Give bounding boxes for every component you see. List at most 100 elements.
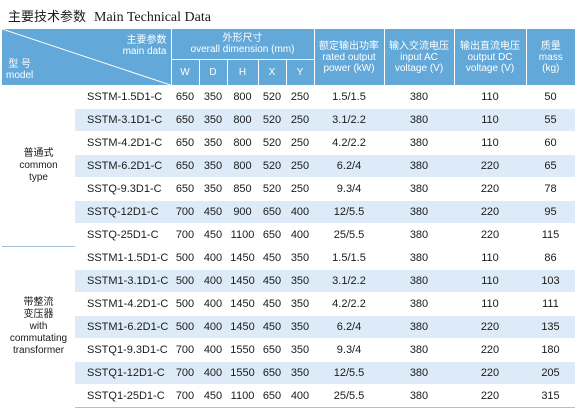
cell-w: 650 bbox=[171, 85, 199, 109]
header-output-voltage: 输出直流电压 output DC voltage (V) bbox=[453, 29, 526, 86]
cell-mass: 78 bbox=[526, 177, 575, 201]
cell-power: 4.2/2.2 bbox=[314, 131, 384, 155]
cell-w: 650 bbox=[171, 154, 199, 178]
cell-mass: 65 bbox=[526, 154, 575, 178]
cell-y: 350 bbox=[286, 338, 314, 362]
technical-data-table: 主要参数 main data 型 号 model 外形尺寸 overall di… bbox=[2, 29, 575, 408]
cell-mass: 315 bbox=[526, 384, 575, 408]
cell-w: 700 bbox=[171, 200, 199, 224]
cell-mass: 115 bbox=[526, 223, 575, 247]
cell-x: 520 bbox=[258, 154, 286, 178]
cell-mass: 50 bbox=[526, 85, 575, 109]
header-dim-y: Y bbox=[285, 59, 314, 86]
table-row: SSTQ-9.3D1-C 650 350 850 520 250 9.3/4 380 220 78 bbox=[2, 177, 575, 201]
table-row: SSTM-3.1D1-C 650 350 800 520 250 3.1/2.2 380 110… bbox=[2, 108, 575, 132]
cell-h: 800 bbox=[227, 85, 258, 109]
cell-y: 400 bbox=[286, 223, 314, 247]
header-dim-d: D bbox=[198, 59, 227, 86]
cell-h: 800 bbox=[227, 131, 258, 155]
cell-y: 250 bbox=[286, 85, 314, 109]
group-label-line: common bbox=[19, 160, 58, 171]
model-name-cell: SSTM1-1.5D1-C bbox=[75, 246, 171, 270]
cell-vout: 220 bbox=[454, 361, 526, 385]
cell-x: 450 bbox=[258, 315, 286, 339]
cell-y: 250 bbox=[286, 131, 314, 155]
table-row: SSTQ1-25D1-C 700 450 1100 650 400 25/5.5 380 220… bbox=[2, 384, 575, 408]
cell-x: 650 bbox=[258, 361, 286, 385]
model-name-cell: SSTQ1-12D1-C bbox=[75, 361, 171, 385]
header-diagonal-line bbox=[2, 29, 171, 85]
group-label-line: commutating bbox=[9, 333, 68, 345]
cell-vout: 110 bbox=[454, 269, 526, 293]
cell-power: 6.2/4 bbox=[314, 154, 384, 178]
table-row: SSTQ-25D1-C 700 450 1100 650 400 25/5.5 380 220 1… bbox=[2, 223, 575, 247]
model-name-cell: SSTQ-25D1-C bbox=[75, 223, 171, 247]
header-model-main: 主要参数 main data 型 号 model bbox=[2, 29, 171, 86]
cell-vin: 380 bbox=[384, 315, 454, 339]
table-row: SSTQ-12D1-C 700 450 900 650 400 12/5.5 380 220 95 bbox=[2, 200, 575, 224]
cell-vin: 380 bbox=[384, 269, 454, 293]
cell-y: 350 bbox=[286, 269, 314, 293]
cell-power: 12/5.5 bbox=[314, 361, 384, 385]
page-title: 主要技术参数 Main Technical Data bbox=[8, 6, 211, 26]
cell-w: 650 bbox=[171, 131, 199, 155]
cell-x: 450 bbox=[258, 246, 286, 270]
cell-x: 520 bbox=[258, 131, 286, 155]
cell-d: 400 bbox=[199, 315, 227, 339]
cell-h: 1450 bbox=[227, 246, 258, 270]
group-label-line: 普通式 bbox=[23, 148, 54, 159]
cell-power: 25/5.5 bbox=[314, 223, 384, 247]
cell-h: 1550 bbox=[227, 338, 258, 362]
cell-vin: 380 bbox=[384, 177, 454, 201]
cell-x: 520 bbox=[258, 85, 286, 109]
cell-d: 350 bbox=[199, 177, 227, 201]
cell-d: 450 bbox=[199, 223, 227, 247]
group-label-line: transformer bbox=[12, 345, 65, 357]
cell-power: 1.5/1.5 bbox=[314, 246, 384, 270]
cell-vout: 220 bbox=[454, 177, 526, 201]
cell-x: 450 bbox=[258, 269, 286, 293]
cell-vout: 220 bbox=[454, 315, 526, 339]
cell-y: 350 bbox=[286, 292, 314, 316]
cell-d: 350 bbox=[199, 85, 227, 109]
cell-h: 800 bbox=[227, 154, 258, 178]
header-dim-x: X bbox=[257, 59, 286, 86]
header-model: 型 号 model bbox=[6, 59, 34, 81]
cell-vin: 380 bbox=[384, 246, 454, 270]
cell-w: 700 bbox=[171, 223, 199, 247]
cell-vin: 380 bbox=[384, 131, 454, 155]
table-row: SSTM1-3.1D1-C 500 400 1450 450 350 3.1/2.2 380 1… bbox=[2, 269, 575, 293]
cell-power: 25/5.5 bbox=[314, 384, 384, 408]
table-row: SSTM1-6.2D1-C 500 400 1450 450 350 6.2/4 380 220… bbox=[2, 315, 575, 339]
header-dim-w: W bbox=[170, 59, 199, 86]
cell-x: 520 bbox=[258, 108, 286, 132]
header-power: 额定输出功率 rated output power (kW) bbox=[313, 29, 384, 86]
cell-mass: 55 bbox=[526, 108, 575, 132]
cell-d: 350 bbox=[199, 131, 227, 155]
cell-vout: 110 bbox=[454, 108, 526, 132]
table-row: SSTM-6.2D1-C 650 350 800 520 250 6.2/4 380 220 65 bbox=[2, 154, 575, 178]
cell-h: 1100 bbox=[227, 223, 258, 247]
cell-w: 650 bbox=[171, 108, 199, 132]
cell-y: 350 bbox=[286, 315, 314, 339]
cell-d: 350 bbox=[199, 154, 227, 178]
cell-y: 250 bbox=[286, 108, 314, 132]
cell-vin: 380 bbox=[384, 338, 454, 362]
cell-vout: 220 bbox=[454, 223, 526, 247]
cell-vout: 110 bbox=[454, 85, 526, 109]
cell-y: 350 bbox=[286, 361, 314, 385]
cell-vin: 380 bbox=[384, 85, 454, 109]
cell-x: 650 bbox=[258, 200, 286, 224]
cell-x: 520 bbox=[258, 177, 286, 201]
table-row: SSTQ1-9.3D1-C 700 400 1550 650 350 9.3/4 380 220… bbox=[2, 338, 575, 362]
cell-power: 3.1/2.2 bbox=[314, 108, 384, 132]
cell-mass: 135 bbox=[526, 315, 575, 339]
header-mass: 质量 mass (kg) bbox=[525, 29, 575, 86]
cell-h: 1450 bbox=[227, 292, 258, 316]
cell-x: 650 bbox=[258, 384, 286, 408]
table-row: 普通式 common type SSTM-1.5D1-C 650 350 800 520 250… bbox=[2, 85, 575, 247]
model-name-cell: SSTM-3.1D1-C bbox=[75, 108, 171, 132]
cell-w: 650 bbox=[171, 177, 199, 201]
cell-d: 450 bbox=[199, 384, 227, 408]
cell-h: 1550 bbox=[227, 361, 258, 385]
